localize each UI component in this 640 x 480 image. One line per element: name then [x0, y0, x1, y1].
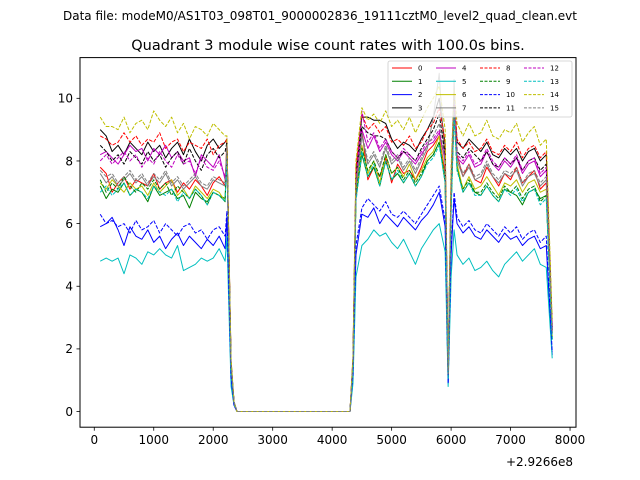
y-tick-label: 2 — [65, 342, 73, 356]
legend-label-5: 5 — [462, 78, 466, 86]
x-tick-label: 1000 — [138, 433, 169, 447]
series-line-3 — [99, 97, 553, 413]
series-line-10 — [99, 185, 553, 413]
plot-frame — [79, 57, 577, 428]
series-line-7 — [99, 72, 553, 413]
legend-label-7: 7 — [462, 104, 466, 112]
x-axis-offset-label: +2.9266e8 — [506, 455, 573, 469]
series-line-12 — [99, 100, 553, 413]
legend-box — [387, 60, 573, 118]
legend-label-14: 14 — [550, 91, 559, 99]
y-axis: 0 2 4 6 8 10 — [58, 92, 80, 419]
legend-label-13: 13 — [550, 78, 559, 86]
legend-label-9: 9 — [506, 78, 510, 86]
series-line-8 — [99, 91, 553, 413]
legend-label-3: 3 — [418, 104, 422, 112]
series-line-11 — [99, 104, 553, 413]
x-tick-label: 6000 — [436, 433, 467, 447]
y-tick-label: 8 — [65, 154, 73, 168]
legend-label-6: 6 — [462, 91, 467, 99]
x-tick-label: 5000 — [376, 433, 407, 447]
x-axis: 0 1000 2000 3000 4000 5000 6000 7000 8000 — [90, 427, 585, 447]
x-tick-label: 8000 — [555, 433, 586, 447]
x-tick-label: 2000 — [198, 433, 229, 447]
legend-label-11: 11 — [506, 104, 515, 112]
legend-label-15: 15 — [550, 104, 559, 112]
x-tick-label: 0 — [90, 433, 98, 447]
series-line-2 — [99, 191, 553, 413]
legend-label-8: 8 — [506, 65, 510, 73]
series-line-13 — [99, 116, 553, 413]
legend-label-0: 0 — [418, 65, 422, 73]
legend-label-2: 2 — [418, 91, 422, 99]
legend-label-4: 4 — [462, 65, 467, 73]
series-line-9 — [99, 113, 553, 413]
chart-title: Quadrant 3 module wise count rates with … — [131, 38, 525, 54]
legend-label-10: 10 — [506, 91, 515, 99]
series-line-5 — [99, 223, 553, 413]
x-tick-label: 3000 — [257, 433, 288, 447]
y-tick-label: 10 — [58, 92, 73, 106]
series-line-6 — [99, 107, 553, 413]
plot-lines — [99, 72, 553, 413]
y-tick-label: 4 — [65, 280, 73, 294]
series-line-14 — [99, 85, 553, 413]
y-tick-label: 0 — [65, 405, 73, 419]
chart-suptitle: Data file: modeM0/AS1T03_098T01_90000028… — [63, 9, 577, 23]
x-tick-label: 4000 — [317, 433, 348, 447]
legend-label-12: 12 — [550, 65, 559, 73]
x-tick-label: 7000 — [495, 433, 526, 447]
legend-label-1: 1 — [418, 78, 422, 86]
y-tick-label: 6 — [65, 217, 73, 231]
